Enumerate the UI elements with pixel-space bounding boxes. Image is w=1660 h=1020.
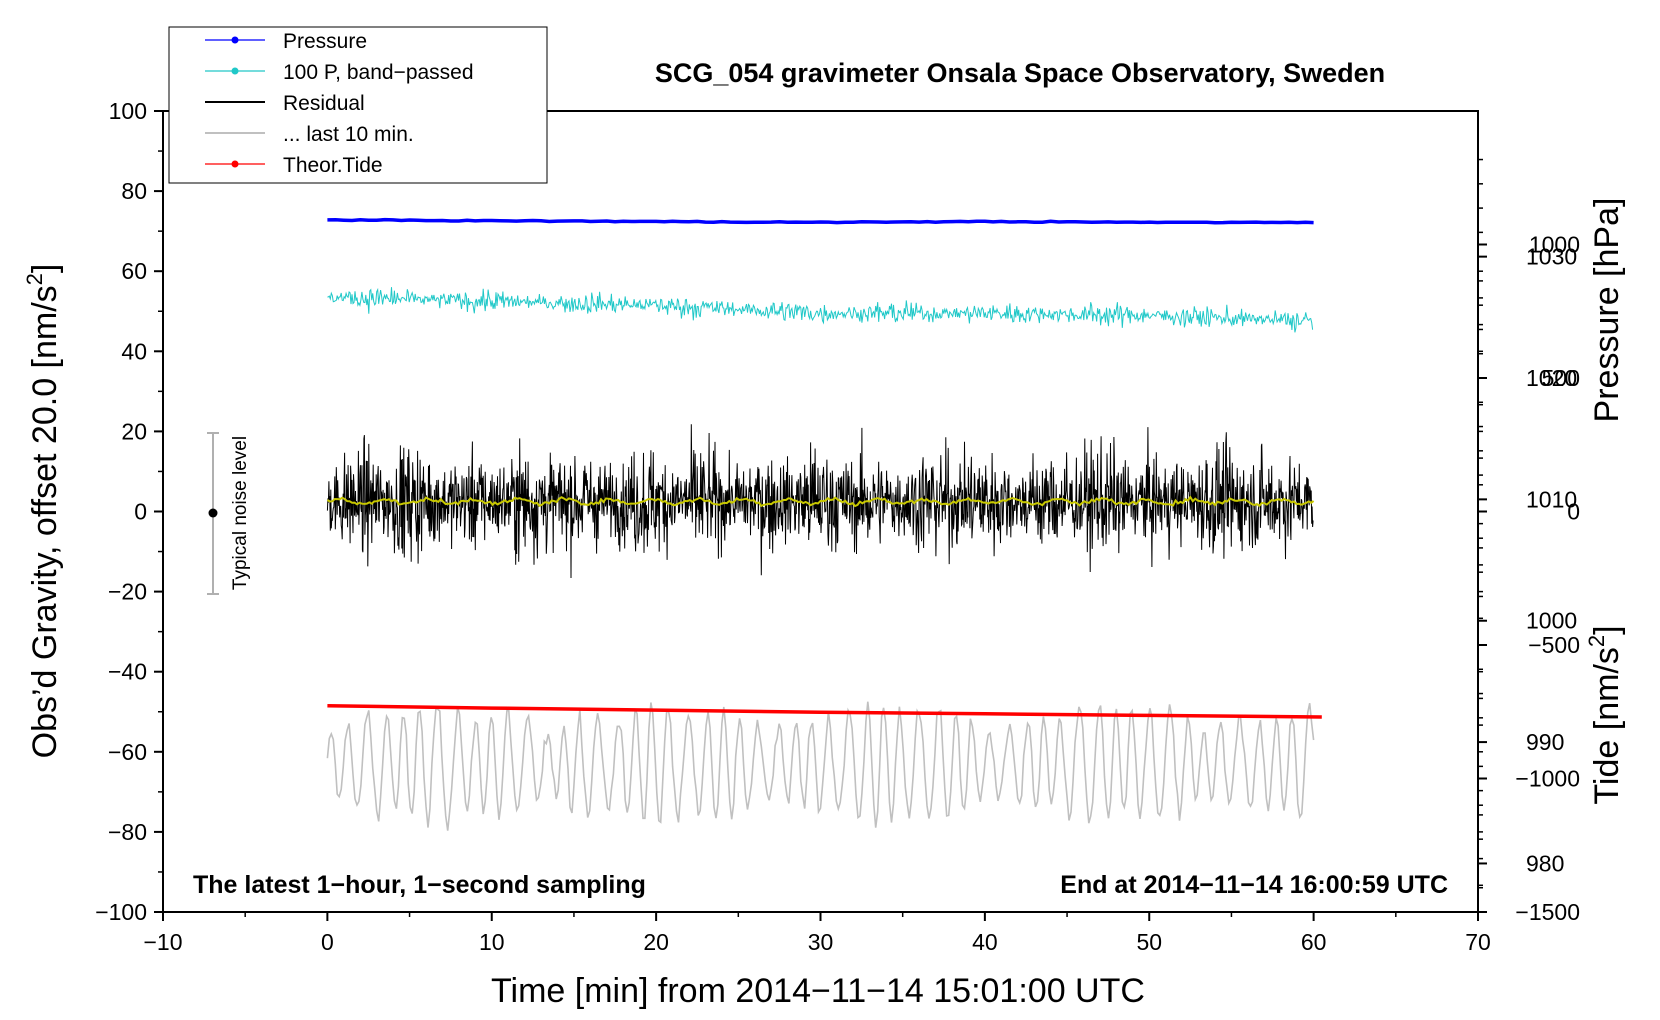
legend-label-tide: Theor.Tide xyxy=(283,154,383,177)
chart-title: SCG_054 gravimeter Onsala Space Observat… xyxy=(655,58,1385,88)
pressure-tick-label: 1030 xyxy=(1526,244,1577,270)
y-tick-label: −80 xyxy=(108,819,147,845)
series-pressure xyxy=(327,217,1314,225)
tide-axis-label-text: Tide [nm/s xyxy=(1588,647,1626,804)
y-tick-label: 40 xyxy=(121,338,147,364)
series-bandpassed-pressure xyxy=(327,287,1314,333)
series-last-10-min xyxy=(326,701,1315,831)
tide-tick-label: −500 xyxy=(1528,632,1580,658)
legend-label-bandpassed: 100 P, band−passed xyxy=(283,61,474,84)
tide-tick-label: 500 xyxy=(1542,365,1580,391)
tide-tick-label: 0 xyxy=(1567,499,1580,525)
y-tick-label: −20 xyxy=(108,579,147,605)
x-tick-label: 10 xyxy=(479,929,505,955)
x-tick-label: 0 xyxy=(321,929,334,955)
series-theoretical-tide xyxy=(327,703,1322,719)
x-tick-label: 40 xyxy=(972,929,998,955)
series-running-mean xyxy=(326,495,1315,508)
y-axis-label: Obs’d Gravity, offset 20.0 [nm/s2] xyxy=(22,264,64,759)
y-axis-label-sup: 2 xyxy=(22,273,47,285)
pressure-tick-label: 1020 xyxy=(1526,365,1577,391)
noise-bar-center-dot xyxy=(208,508,218,518)
x-tick-label: 60 xyxy=(1301,929,1327,955)
tide-tick-label: 1000 xyxy=(1529,232,1580,258)
legend: Pressure 100 P, band−passed Residual ...… xyxy=(168,26,548,184)
annotation-sampling: The latest 1−hour, 1−second sampling xyxy=(193,871,646,899)
y-tick-label: 100 xyxy=(109,98,147,124)
noise-bar-label: Typical noise level xyxy=(230,436,251,590)
legend-label-last10: ... last 10 min. xyxy=(283,123,414,146)
legend-label-pressure: Pressure xyxy=(283,30,367,53)
tide-axis-label-sup: 2 xyxy=(1584,635,1609,647)
x-tick-label: 70 xyxy=(1465,929,1491,955)
x-axis: −10 0 10 20 30 40 50 60 70 xyxy=(143,912,1491,955)
tide-axis-label-end: ] xyxy=(1588,625,1626,634)
y-tick-label: −100 xyxy=(95,899,147,925)
y-axis-gravity: −100 −80 −60 −40 −20 0 20 40 60 80 100 xyxy=(95,98,163,925)
x-axis-label: Time [min] from 2014−11−14 15:01:00 UTC xyxy=(491,972,1145,1010)
y-tick-label: −60 xyxy=(108,739,147,765)
pressure-tick-label: 1000 xyxy=(1526,608,1577,634)
data-series-layer xyxy=(326,217,1322,831)
y-axis-tide: −1500 −1000 −500 0 500 1000 xyxy=(1478,232,1580,925)
y-axis-label-end: ] xyxy=(26,264,64,273)
x-tick-label: 30 xyxy=(808,929,834,955)
tide-axis-label: Tide [nm/s2] xyxy=(1584,625,1626,804)
legend-marker-pressure xyxy=(231,36,239,44)
y-tick-label: 60 xyxy=(121,258,147,284)
legend-marker-tide xyxy=(231,160,239,168)
y-tick-label: −40 xyxy=(108,659,147,685)
y-axis-label-text: Obs’d Gravity, offset 20.0 [nm/s xyxy=(26,285,64,758)
pressure-axis-label: Pressure [hPa] xyxy=(1588,198,1626,423)
x-tick-label: 20 xyxy=(643,929,669,955)
y-tick-label: 80 xyxy=(121,178,147,204)
pressure-tick-label: 990 xyxy=(1526,729,1564,755)
tide-tick-label: −1000 xyxy=(1515,766,1580,792)
legend-box xyxy=(168,26,548,184)
tide-tick-label: −1500 xyxy=(1515,899,1580,925)
legend-label-residual: Residual xyxy=(283,92,365,115)
x-tick-label: −10 xyxy=(143,929,182,955)
x-tick-label: 50 xyxy=(1136,929,1162,955)
y-tick-label: 0 xyxy=(134,499,147,525)
noise-level-indicator: Typical noise level xyxy=(207,432,251,595)
y-tick-label: 20 xyxy=(121,418,147,444)
pressure-tick-label: 1010 xyxy=(1526,486,1577,512)
legend-marker-bandpassed xyxy=(231,67,239,75)
annotation-end-time: End at 2014−11−14 16:00:59 UTC xyxy=(1060,871,1448,899)
pressure-tick-label: 980 xyxy=(1526,850,1564,876)
